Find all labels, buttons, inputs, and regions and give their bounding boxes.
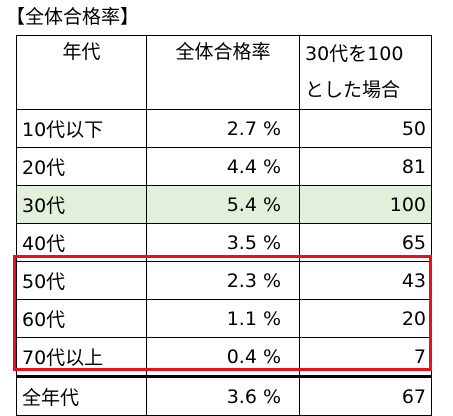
index-cell: 20 (299, 299, 432, 338)
pass-rate-cell: 2.3 % (146, 261, 300, 300)
table-row: 20代 4.4 % 81 (16, 147, 432, 186)
header-index-line2: とした場合 (305, 79, 401, 101)
header-generation: 年代 (16, 35, 147, 110)
table-row: 40代 3.5 % 65 (16, 223, 432, 262)
generation-cell: 70代以上 (16, 337, 147, 378)
generation-cell: 20代 (16, 147, 147, 186)
index-cell: 7 (299, 337, 432, 378)
pass-rate-cell: 5.4 % (146, 185, 300, 224)
index-cell: 65 (299, 223, 432, 262)
pass-rate-cell: 3.5 % (146, 223, 300, 262)
table-row: 10代以下 2.7 % 50 (16, 109, 432, 148)
generation-cell: 60代 (16, 299, 147, 338)
pass-rate-cell: 1.1 % (146, 299, 300, 338)
pass-rate-cell: 3.6 % (146, 376, 300, 416)
header-index: 30代を100 とした場合 (299, 35, 432, 110)
table-row: 50代 2.3 % 43 (16, 261, 432, 300)
index-cell: 81 (299, 147, 432, 186)
header-pass-rate: 全体合格率 (146, 35, 300, 110)
table-row: 60代 1.1 % 20 (16, 299, 432, 338)
header-row: 年代 全体合格率 30代を100 とした場合 (16, 35, 432, 110)
pass-rate-cell: 2.7 % (146, 109, 300, 148)
generation-cell: 10代以下 (16, 109, 147, 148)
table-row-highlighted: 30代 5.4 % 100 (16, 185, 432, 224)
index-cell: 67 (299, 376, 432, 416)
generation-cell: 40代 (16, 223, 147, 262)
pass-rate-table: 年代 全体合格率 30代を100 とした場合 10代以下 2.7 % 50 20… (16, 35, 432, 416)
index-cell: 100 (299, 185, 432, 224)
generation-cell: 50代 (16, 261, 147, 300)
index-cell: 43 (299, 261, 432, 300)
index-cell: 50 (299, 109, 432, 148)
generation-cell: 30代 (16, 185, 147, 224)
pass-rate-cell: 0.4 % (146, 337, 300, 378)
table-title: 【全体合格率】 (6, 6, 140, 28)
generation-cell: 全年代 (16, 376, 147, 416)
pass-rate-cell: 4.4 % (146, 147, 300, 186)
table-row: 70代以上 0.4 % 7 (16, 337, 432, 378)
header-index-line1: 30代を100 (305, 43, 404, 65)
table-row-total: 全年代 3.6 % 67 (16, 376, 432, 416)
